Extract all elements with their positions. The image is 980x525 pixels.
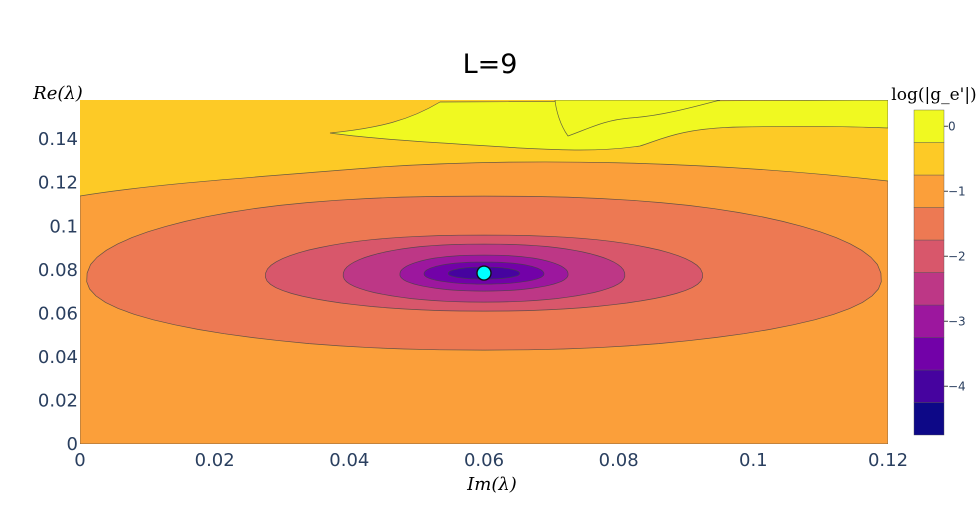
y-tick-label: 0.06 [38, 303, 78, 324]
colorbar-tick-label: −4 [948, 379, 966, 393]
x-tick-label: 0.06 [464, 450, 504, 471]
x-tick-label: 0.04 [329, 450, 369, 471]
x-tick-label: 0.08 [599, 450, 639, 471]
colorbar-band [913, 109, 945, 143]
y-tick-label: 0.08 [38, 260, 78, 281]
contour-band-upper-2 [554, 100, 721, 137]
colorbar-band [913, 304, 945, 338]
colorbar: log(|g_e'|) 0 −1 −2 −3 −4 [891, 85, 977, 436]
colorbar-band [913, 272, 945, 306]
y-tick-label: 0.12 [38, 173, 78, 194]
colorbar-title: log(|g_e'|) [891, 85, 976, 105]
colorbar-band [913, 207, 945, 241]
colorbar-tick-label: −1 [948, 184, 966, 198]
x-tick-label: 0.02 [195, 450, 235, 471]
colorbar-band [913, 402, 945, 436]
colorbar-band [913, 239, 945, 273]
x-tick-label: 0 [74, 450, 85, 471]
y-axis-ticks: 0 0.02 0.04 0.06 0.08 0.1 0.12 0.14 [38, 129, 78, 455]
x-axis-ticks: 0 0.02 0.04 0.06 0.08 0.1 0.12 [74, 450, 908, 471]
colorbar-tick-label: 0 [948, 119, 956, 133]
colorbar-band [913, 369, 945, 403]
x-tick-label: 0.1 [739, 450, 768, 471]
x-axis-label: Im(λ) [466, 474, 517, 495]
y-axis-label: Re(λ) [32, 83, 83, 104]
colorbar-tick-label: −2 [948, 249, 966, 263]
colorbar-band [913, 337, 945, 371]
colorbar-tick-label: −3 [948, 314, 966, 328]
colorbar-band [913, 142, 945, 176]
y-tick-label: 0 [67, 434, 78, 455]
y-tick-label: 0.14 [38, 129, 78, 150]
y-tick-label: 0.02 [38, 390, 78, 411]
colorbar-band [913, 174, 945, 208]
minimum-marker [476, 265, 492, 281]
chart-title: L=9 [463, 49, 518, 80]
contour-band-upper-1 [329, 100, 888, 151]
x-tick-label: 0.12 [868, 450, 908, 471]
y-tick-label: 0.04 [38, 347, 78, 368]
y-tick-label: 0.1 [49, 216, 78, 237]
